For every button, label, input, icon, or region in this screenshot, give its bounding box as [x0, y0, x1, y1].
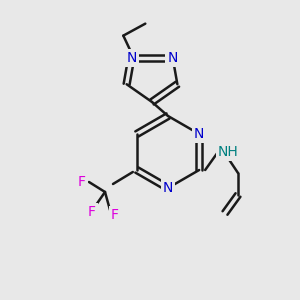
Text: N: N	[167, 51, 178, 64]
Text: F: F	[111, 208, 119, 222]
Text: F: F	[88, 205, 96, 219]
Text: NH: NH	[218, 145, 239, 159]
Text: N: N	[194, 127, 204, 141]
Text: F: F	[78, 175, 86, 189]
Text: N: N	[126, 51, 136, 64]
Text: N: N	[163, 181, 173, 195]
